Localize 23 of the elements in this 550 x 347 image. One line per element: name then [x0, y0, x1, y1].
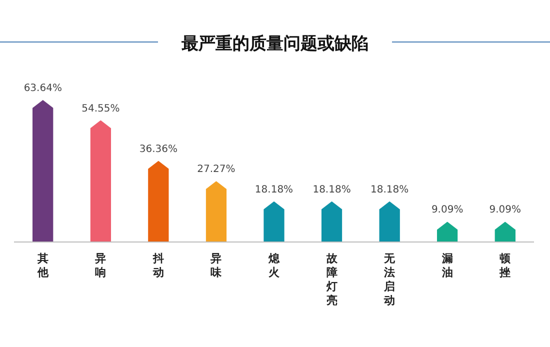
data-label: 27.27% — [197, 164, 236, 176]
bar — [32, 100, 54, 242]
x-tick-label: 异味 — [210, 252, 223, 279]
x-tick-label: 顿挫 — [498, 252, 512, 279]
x-tick-label: 抖动 — [152, 252, 164, 279]
data-label: 36.36% — [139, 144, 178, 155]
data-label: 9.09% — [489, 204, 521, 216]
bar — [206, 181, 227, 242]
data-label: 18.18% — [370, 184, 409, 196]
x-tick-label: 异响 — [94, 252, 106, 279]
x-tick-label: 漏油 — [440, 252, 453, 279]
x-tick-label: 其他 — [36, 252, 50, 279]
data-label: 63.64% — [24, 83, 62, 94]
bar — [90, 120, 112, 242]
x-tick-label: 无法启动 — [383, 252, 396, 307]
chart-title: 最严重的质量问题或缺陷 — [180, 34, 368, 54]
bar — [148, 160, 169, 242]
x-tick-label: 故障灯亮 — [325, 252, 338, 307]
x-tick-label: 熄火 — [268, 252, 280, 279]
data-label: 18.18% — [312, 184, 351, 196]
data-label: 9.09% — [431, 204, 464, 216]
data-label: 18.18% — [254, 184, 294, 196]
data-label: 54.55% — [82, 103, 120, 114]
